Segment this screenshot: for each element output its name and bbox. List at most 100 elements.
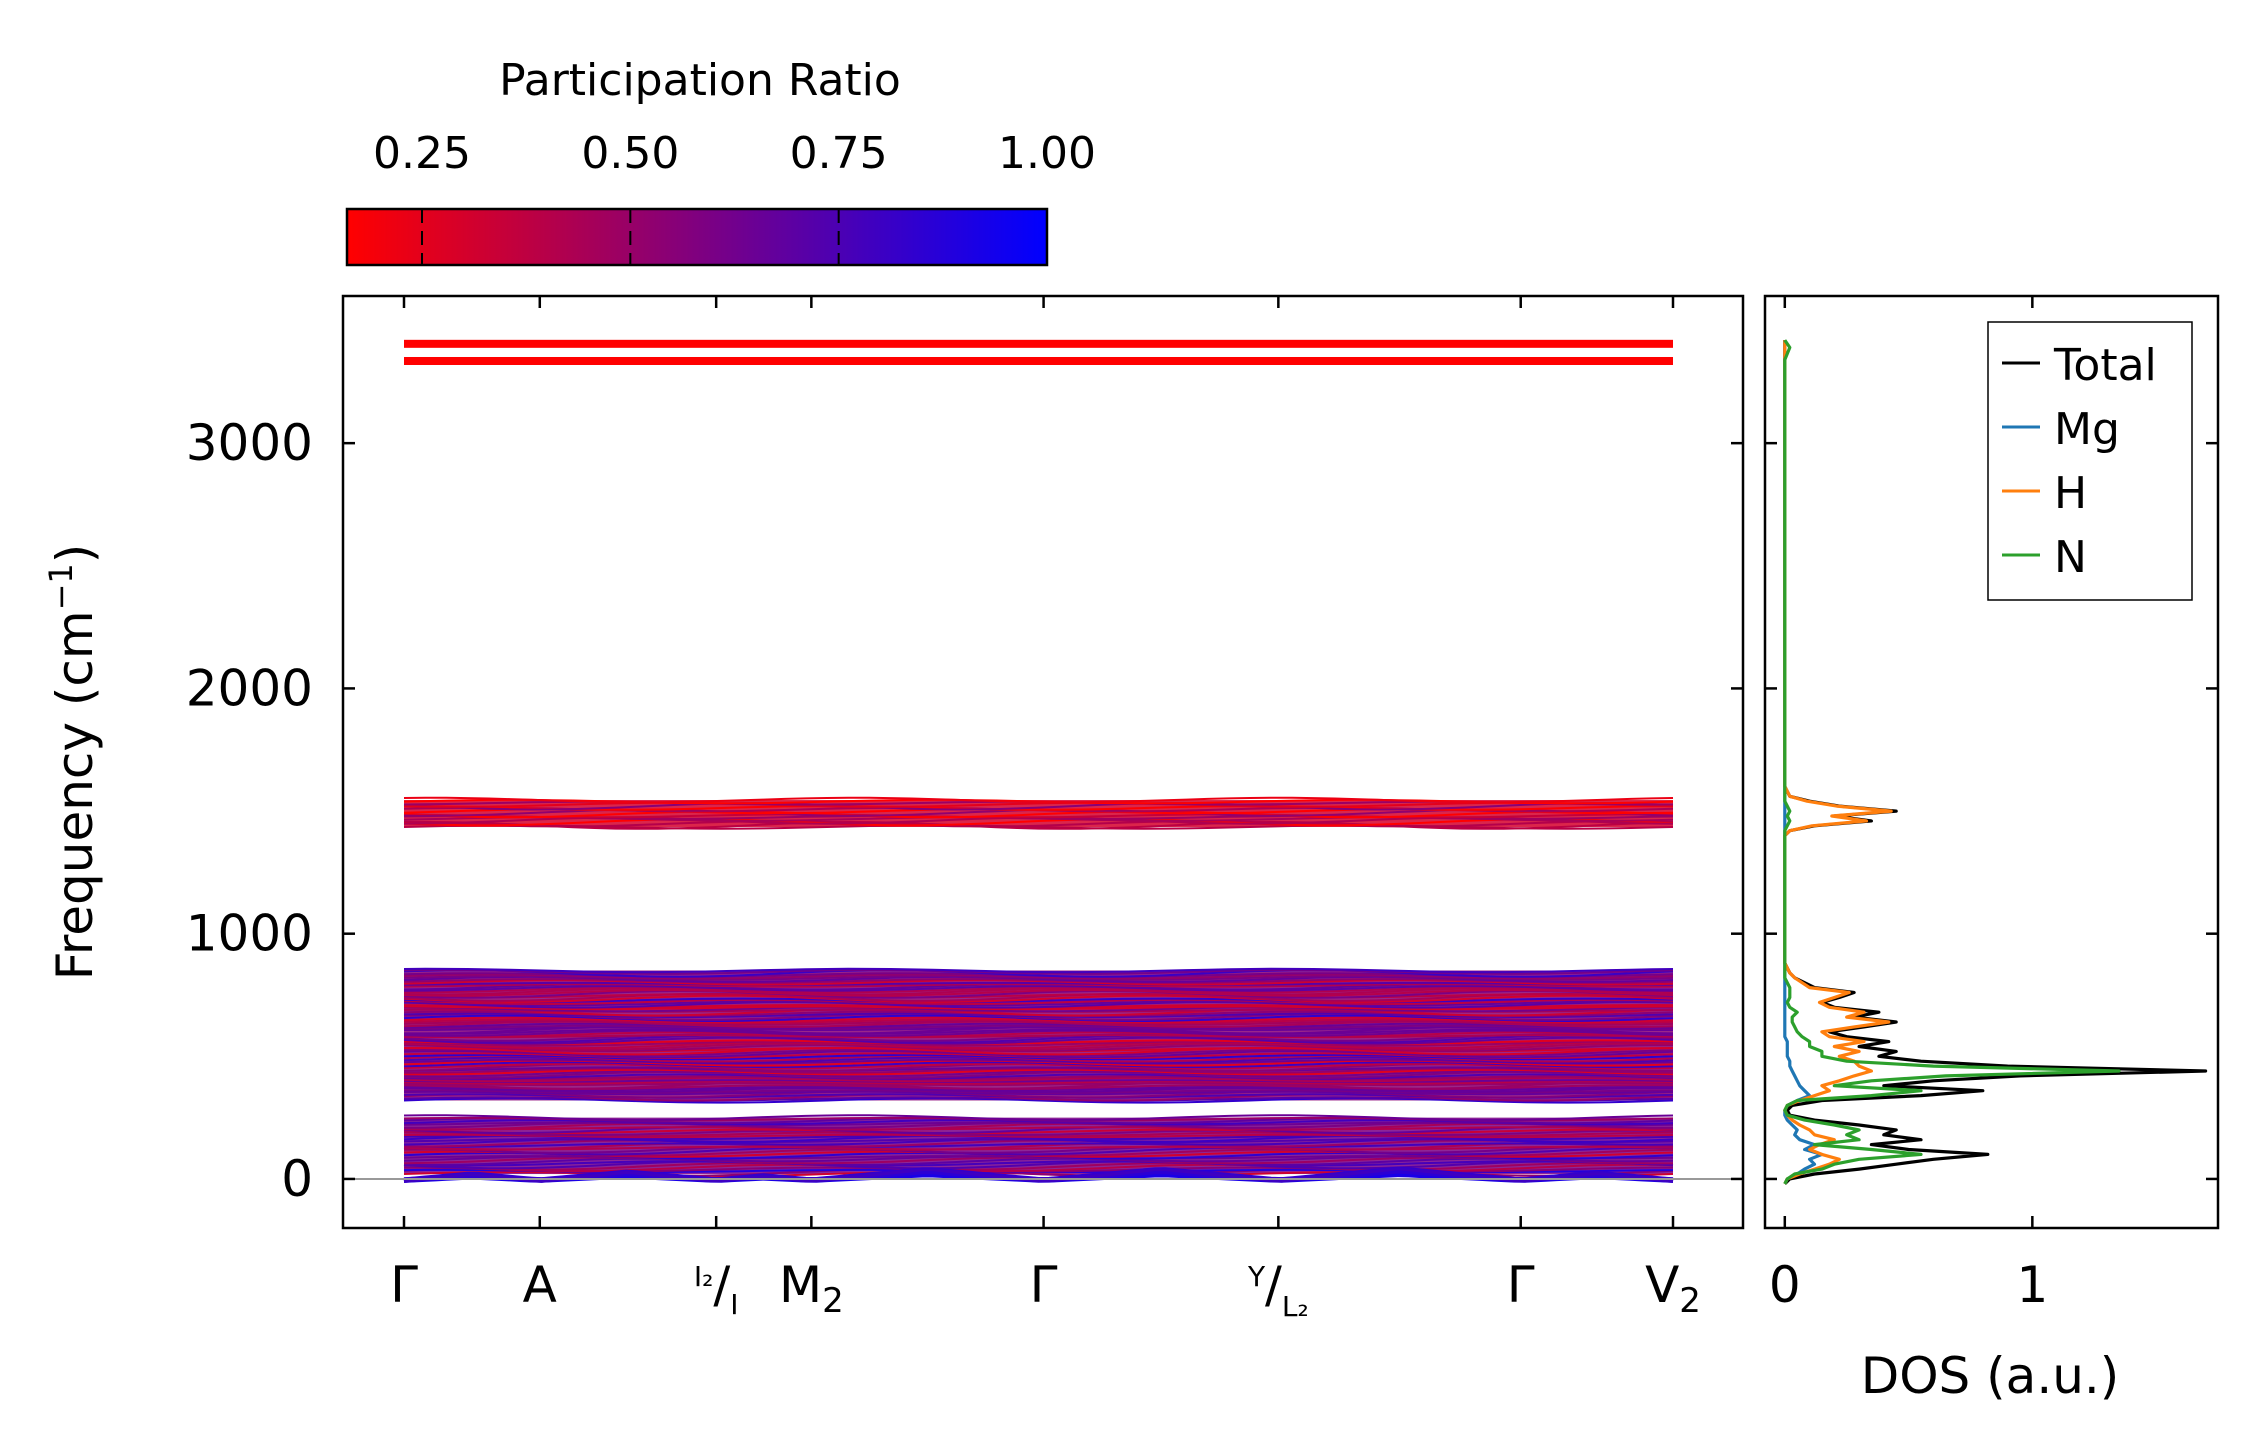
band-libration-band-line bbox=[403, 1079, 1674, 1083]
colorbar-gradient bbox=[345, 207, 1049, 267]
band-libration-band-line bbox=[403, 985, 1674, 992]
kpath-labels: Γ A I₂/I M2 Γ Y/L₂ Γ V2 bbox=[390, 1256, 1701, 1323]
band-libration-band-line bbox=[403, 1028, 1674, 1035]
band-bend-band-line bbox=[403, 801, 1674, 808]
kpath-label-m2: M2 bbox=[779, 1256, 844, 1321]
band-libration-band-line bbox=[403, 1097, 1674, 1104]
dos-x-tick-labels: 0 1 bbox=[1769, 1256, 2048, 1314]
band-low-band-line bbox=[403, 1126, 1674, 1131]
band-libration-band-line bbox=[404, 1006, 1674, 1013]
band-libration-band-line bbox=[403, 1062, 1674, 1070]
band-libration-band-line bbox=[403, 968, 1674, 975]
band-low-band-line bbox=[404, 1131, 1674, 1138]
dos-lines bbox=[1783, 339, 2208, 1186]
band-bend-band-line bbox=[403, 813, 1674, 819]
band-libration-band-line bbox=[403, 981, 1674, 987]
band-libration-band-line bbox=[403, 1080, 1674, 1085]
band-bend-band-line bbox=[403, 824, 1674, 830]
kpath-label-gamma: Γ bbox=[390, 1256, 418, 1314]
band-low-band-line bbox=[403, 1114, 1674, 1122]
y-tick-label: 2000 bbox=[186, 659, 313, 717]
band-low-band-line bbox=[403, 1145, 1674, 1154]
band-libration-band-line bbox=[403, 1085, 1674, 1092]
band-libration-band-line bbox=[403, 969, 1674, 978]
band-libration-band-line bbox=[403, 1061, 1674, 1069]
band-libration-band-line bbox=[403, 967, 1674, 974]
band-libration-band-line bbox=[403, 989, 1674, 999]
band-libration-band-line bbox=[403, 1081, 1674, 1090]
y-tick-label: 0 bbox=[281, 1150, 313, 1208]
band-libration-band-line bbox=[403, 1034, 1674, 1044]
band-low-band-line bbox=[403, 1160, 1674, 1170]
band-libration-band-line bbox=[403, 1090, 1674, 1099]
band-libration-band-line bbox=[403, 986, 1674, 994]
band-libration-band-line bbox=[403, 989, 1674, 997]
band-libration-band-line bbox=[403, 1041, 1674, 1050]
band-lines bbox=[403, 339, 1674, 1183]
band-libration-band-line bbox=[403, 1000, 1674, 1007]
band-libration-band-line bbox=[403, 1008, 1674, 1017]
band-libration-band-line bbox=[403, 1054, 1674, 1063]
colorbar-tick-label: 1.00 bbox=[998, 128, 1096, 179]
y-tick-labels: 0 1000 2000 3000 bbox=[186, 414, 313, 1208]
band-low-band-line bbox=[403, 1125, 1674, 1135]
band-low-band-line bbox=[403, 1160, 1674, 1167]
band-libration-band-line bbox=[403, 978, 1674, 984]
dos-x-tick-label: 0 bbox=[1769, 1256, 1801, 1314]
legend-label-mg: Mg bbox=[2054, 404, 2120, 455]
band-libration-band-line bbox=[403, 1018, 1674, 1025]
band-libration-band-line bbox=[403, 1068, 1674, 1076]
band-libration-band-line bbox=[403, 1019, 1674, 1026]
band-bend-band-line bbox=[403, 802, 1674, 811]
dos-panel: 0 1 DOS (a.u.) Total Mg H N bbox=[1763, 294, 2220, 1405]
band-libration-band-line bbox=[403, 1024, 1674, 1030]
y-tick-label: 1000 bbox=[186, 905, 313, 963]
band-libration-band-line bbox=[403, 1069, 1674, 1078]
colorbar-label: Participation Ratio bbox=[499, 55, 901, 106]
band-low-band-line bbox=[403, 1148, 1674, 1157]
band-high-stretch-2 bbox=[404, 356, 1673, 365]
band-libration-band-line bbox=[403, 1066, 1674, 1072]
band-low-band-line bbox=[403, 1134, 1674, 1141]
band-libration-band-line bbox=[403, 994, 1674, 1004]
band-acoustic-line bbox=[403, 1167, 1674, 1183]
band-libration-band-line bbox=[403, 973, 1674, 980]
kpath-label-v2: V2 bbox=[1645, 1256, 1701, 1321]
band-libration-band-line bbox=[403, 1031, 1674, 1039]
kpath-label-gamma: Γ bbox=[1030, 1256, 1058, 1314]
band-bend-band-line bbox=[403, 820, 1674, 830]
kpath-label-y-l2: Y/L₂ bbox=[1247, 1256, 1309, 1323]
band-libration-band-line bbox=[403, 1012, 1674, 1021]
band-bend-band-line bbox=[403, 810, 1674, 819]
band-libration-band-line bbox=[403, 1050, 1674, 1059]
band-libration-band-line bbox=[403, 1076, 1674, 1083]
dos-legend: Total Mg H N bbox=[1987, 321, 2193, 601]
band-libration-band-line bbox=[403, 987, 1674, 996]
band-low-band-line bbox=[403, 1142, 1674, 1148]
band-low-band-line bbox=[403, 1157, 1674, 1167]
band-libration-band-line bbox=[403, 997, 1674, 1004]
legend-label-total: Total bbox=[2053, 340, 2157, 391]
colorbar-tick-label: 0.25 bbox=[373, 128, 471, 179]
band-ticks bbox=[343, 296, 1743, 1228]
band-low-band-line bbox=[403, 1122, 1674, 1131]
y-axis-label: Frequency (cm−1) bbox=[42, 544, 104, 981]
band-libration-band-line bbox=[403, 1093, 1674, 1102]
band-libration-band-line bbox=[403, 1042, 1674, 1051]
band-libration-band-line bbox=[403, 1033, 1674, 1042]
colorbar: Participation Ratio 0.25 0.50 0.75 1.00 bbox=[345, 55, 1096, 267]
dos-series-n bbox=[1783, 339, 2121, 1185]
band-low-band-line bbox=[403, 1121, 1674, 1126]
band-libration-band-line bbox=[404, 1026, 1673, 1031]
band-libration-band-line bbox=[403, 1086, 1674, 1094]
band-panel: 0 1000 2000 3000 Frequency (cm−1) Γ A I₂… bbox=[42, 294, 1745, 1323]
band-libration-band-line bbox=[403, 1039, 1674, 1045]
kpath-label-gamma: Γ bbox=[1507, 1256, 1535, 1314]
band-low-band-line bbox=[403, 1142, 1674, 1151]
band-libration-band-line bbox=[403, 1073, 1674, 1080]
band-libration-band-line bbox=[403, 1082, 1674, 1087]
band-libration-band-line bbox=[403, 1005, 1674, 1011]
band-libration-band-line bbox=[403, 993, 1674, 1002]
colorbar-tick-labels: 0.25 0.50 0.75 1.00 bbox=[373, 128, 1096, 179]
y-tick-label: 3000 bbox=[186, 414, 313, 472]
